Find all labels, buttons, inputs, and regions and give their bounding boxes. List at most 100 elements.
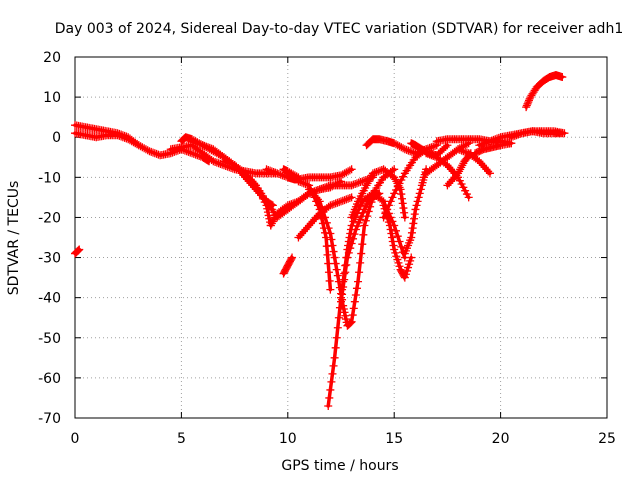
series-arc-ah bbox=[279, 253, 297, 278]
data-point bbox=[459, 183, 468, 192]
data-point bbox=[400, 272, 409, 281]
data-point bbox=[149, 148, 158, 157]
data-point bbox=[310, 215, 319, 224]
y-tick-label: -70 bbox=[38, 411, 61, 427]
data-point bbox=[393, 232, 402, 241]
data-point bbox=[344, 167, 353, 176]
data-point bbox=[389, 241, 398, 250]
data-point bbox=[340, 275, 349, 284]
data-point bbox=[337, 297, 345, 306]
data-point bbox=[368, 169, 377, 178]
series-arc-ag bbox=[71, 245, 84, 258]
series-arc-y bbox=[422, 149, 473, 202]
data-point bbox=[423, 149, 432, 158]
y-tick-label: -50 bbox=[38, 331, 61, 347]
data-point bbox=[388, 193, 397, 202]
data-point bbox=[227, 159, 236, 168]
data-point bbox=[493, 134, 502, 143]
data-point bbox=[341, 315, 350, 324]
data-point bbox=[359, 230, 368, 239]
data-point bbox=[348, 311, 357, 320]
data-point bbox=[446, 165, 455, 174]
series-arc-u bbox=[379, 145, 431, 222]
data-point bbox=[441, 159, 450, 168]
data-point bbox=[494, 133, 503, 142]
data-point bbox=[196, 140, 205, 149]
data-point bbox=[335, 198, 344, 207]
data-point bbox=[313, 195, 322, 204]
data-point bbox=[410, 214, 419, 223]
data-point bbox=[326, 201, 335, 210]
data-point bbox=[315, 185, 324, 194]
data-point bbox=[347, 317, 356, 326]
data-point bbox=[485, 169, 494, 178]
data-point bbox=[225, 159, 234, 168]
data-point bbox=[398, 199, 407, 208]
data-point bbox=[297, 178, 306, 187]
data-point bbox=[195, 151, 204, 160]
data-point bbox=[353, 222, 362, 231]
data-point bbox=[402, 266, 411, 275]
data-point bbox=[366, 173, 375, 182]
data-point bbox=[374, 167, 383, 176]
data-point bbox=[457, 146, 466, 155]
data-point bbox=[404, 263, 413, 272]
data-point bbox=[377, 196, 386, 205]
data-point bbox=[455, 145, 464, 154]
data-point bbox=[324, 224, 333, 233]
data-point bbox=[329, 247, 338, 256]
data-points bbox=[71, 71, 569, 410]
data-point bbox=[400, 213, 409, 222]
data-point bbox=[346, 318, 355, 327]
data-point bbox=[334, 313, 343, 322]
data-point bbox=[457, 163, 466, 172]
data-point bbox=[351, 290, 360, 299]
data-point bbox=[313, 186, 322, 195]
data-point bbox=[115, 131, 124, 140]
data-point bbox=[269, 215, 278, 224]
data-point bbox=[274, 169, 283, 178]
data-point bbox=[357, 212, 366, 221]
data-point bbox=[327, 235, 336, 244]
data-point bbox=[399, 172, 408, 181]
data-point bbox=[140, 144, 149, 153]
data-point bbox=[430, 141, 439, 150]
data-point bbox=[395, 237, 404, 246]
data-point bbox=[395, 142, 404, 151]
data-point bbox=[239, 167, 248, 176]
data-point bbox=[407, 228, 416, 237]
data-point bbox=[395, 262, 404, 271]
data-point bbox=[305, 185, 314, 194]
data-point bbox=[443, 181, 452, 190]
data-point bbox=[280, 171, 289, 180]
data-point bbox=[430, 152, 439, 161]
data-point bbox=[143, 146, 152, 155]
data-point bbox=[301, 180, 310, 189]
data-point bbox=[427, 151, 436, 160]
data-point bbox=[329, 200, 338, 209]
data-point bbox=[337, 197, 345, 206]
data-point bbox=[266, 166, 275, 175]
data-point bbox=[390, 189, 399, 198]
data-point bbox=[244, 173, 253, 182]
data-point bbox=[324, 182, 333, 191]
data-point bbox=[391, 186, 400, 195]
data-point bbox=[400, 145, 409, 154]
data-point bbox=[138, 143, 147, 152]
data-point bbox=[276, 170, 285, 179]
data-point bbox=[346, 244, 355, 253]
data-point bbox=[308, 217, 317, 226]
data-point bbox=[356, 258, 365, 267]
data-point bbox=[349, 180, 358, 189]
data-point bbox=[330, 253, 339, 262]
data-point bbox=[117, 132, 126, 141]
data-point bbox=[133, 140, 142, 149]
data-point bbox=[352, 179, 361, 188]
data-point bbox=[340, 169, 349, 178]
data-point bbox=[340, 196, 349, 205]
data-point bbox=[301, 225, 310, 234]
data-point bbox=[522, 103, 531, 112]
data-point bbox=[189, 137, 198, 146]
data-point bbox=[379, 213, 388, 222]
data-point bbox=[381, 209, 390, 218]
